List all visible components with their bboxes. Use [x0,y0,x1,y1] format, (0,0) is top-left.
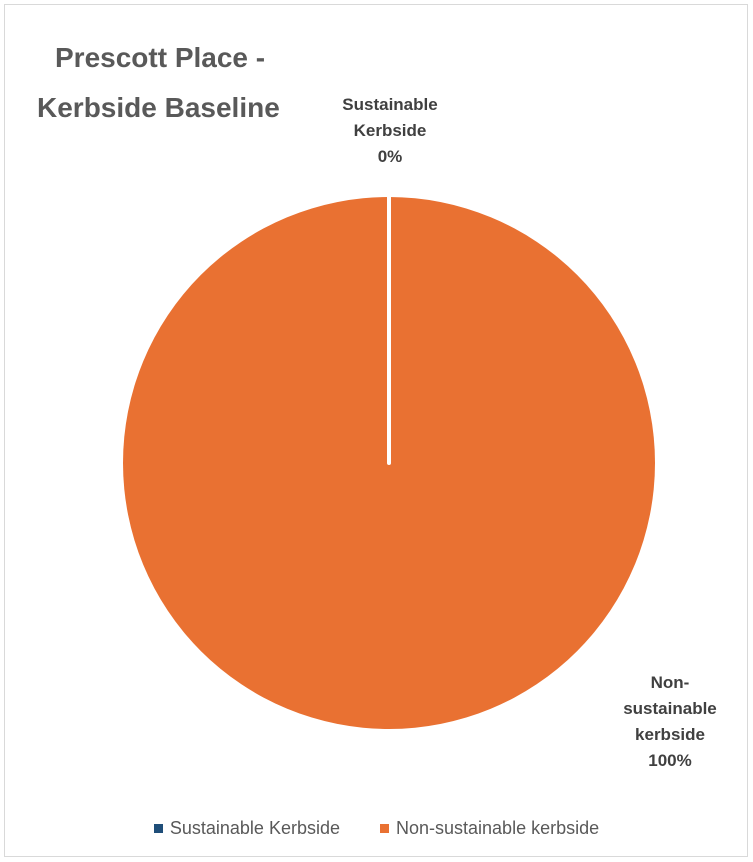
data-label-line: 100% [648,751,692,770]
data-label-non-sustainable: Non- sustainable kerbside 100% [610,670,730,774]
chart-title-line-1: Prescott Place - [55,42,266,73]
legend-swatch-non-sustainable [380,823,389,833]
legend-label-non-sustainable: Non-sustainable kerbside [396,817,600,838]
data-label-line: Kerbside [353,121,427,140]
legend-swatch-sustainable [153,823,163,833]
data-label-line: sustainable [623,699,717,718]
chart-title-line-2: Kerbside Baseline [37,92,280,123]
data-label-sustainable: Sustainable Kerbside 0% [330,92,450,170]
legend-item-sustainable: Sustainable Kerbside [153,817,340,839]
legend-item-non-sustainable: Non-sustainable kerbside [380,818,599,839]
data-label-line: Sustainable [342,95,438,114]
chart-legend: Sustainable Kerbside Non-sustainable ker… [0,816,753,840]
data-label-line: 0% [377,147,403,166]
legend-label-sustainable: Sustainable Kerbside [169,817,340,838]
data-label-line: kerbside [635,725,705,744]
data-label-line: Non- [650,673,690,692]
